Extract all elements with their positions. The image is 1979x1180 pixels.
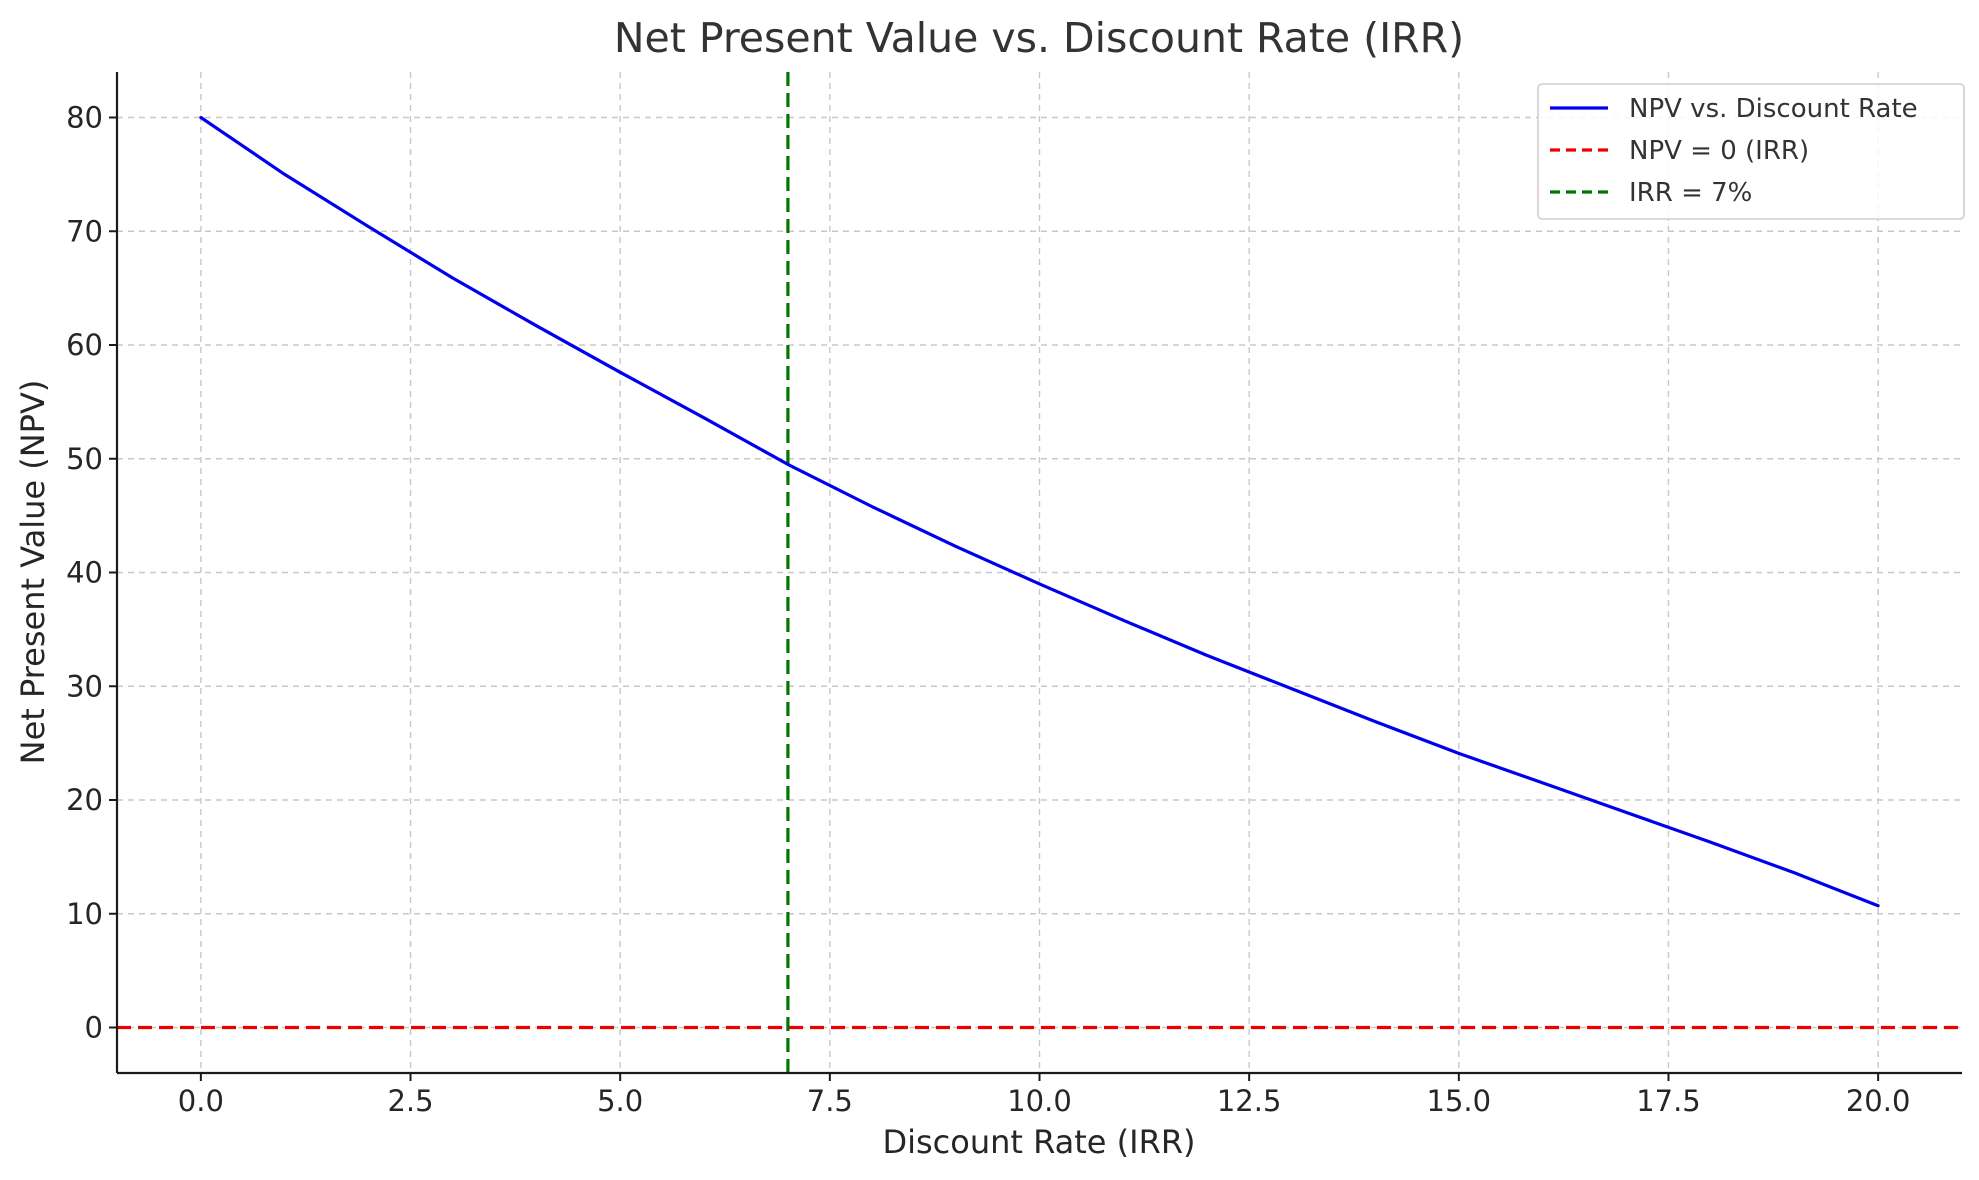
series-lines	[199, 115, 1880, 908]
x-axis-ticks: 0.0 2.5 5.0 7.5 10.0 12.5 15.0 17.5 20.0	[178, 1073, 1911, 1118]
y-tick-label-4: 40	[66, 556, 103, 590]
y-tick-label-2: 20	[66, 783, 103, 817]
x-tick-label-3: 7.5	[807, 1084, 853, 1118]
y-tick-label-6: 60	[66, 328, 103, 362]
y-tick-label-8: 80	[66, 101, 103, 135]
legend-label-0: NPV vs. Discount Rate	[1629, 94, 1918, 124]
x-tick-label-7: 17.5	[1636, 1084, 1701, 1118]
y-tick-label-0: 0	[85, 1011, 103, 1045]
y-axis-label: Net Present Value (NPV)	[14, 380, 52, 765]
legend-label-1: NPV = 0 (IRR)	[1629, 136, 1809, 166]
y-tick-label-7: 70	[66, 214, 103, 248]
y-tick-label-3: 30	[66, 669, 103, 703]
legend: NPV vs. Discount Rate NPV = 0 (IRR) IRR = …	[1537, 83, 1965, 220]
chart-title: Net Present Value vs. Discount Rate (IRR…	[614, 14, 1464, 62]
x-tick-label-4: 10.0	[1007, 1084, 1072, 1118]
x-tick-label-0: 0.0	[178, 1084, 224, 1118]
series-line-0	[199, 115, 1880, 908]
reference-lines	[117, 72, 1962, 1073]
x-tick-label-8: 20.0	[1846, 1084, 1911, 1118]
grid-lines	[117, 72, 1962, 1073]
y-tick-label-5: 50	[66, 442, 103, 476]
legend-label-2: IRR = 7%	[1629, 178, 1752, 208]
x-tick-label-5: 12.5	[1217, 1084, 1282, 1118]
x-tick-label-1: 2.5	[387, 1084, 433, 1118]
x-axis-label: Discount Rate (IRR)	[882, 1123, 1195, 1161]
x-tick-label-6: 15.0	[1427, 1084, 1492, 1118]
legend-frame	[1537, 83, 1965, 220]
x-tick-label-2: 5.0	[597, 1084, 643, 1118]
y-axis-ticks: 0 10 20 30 40 50 60 70 80	[66, 101, 117, 1045]
y-tick-label-1: 10	[66, 897, 103, 931]
